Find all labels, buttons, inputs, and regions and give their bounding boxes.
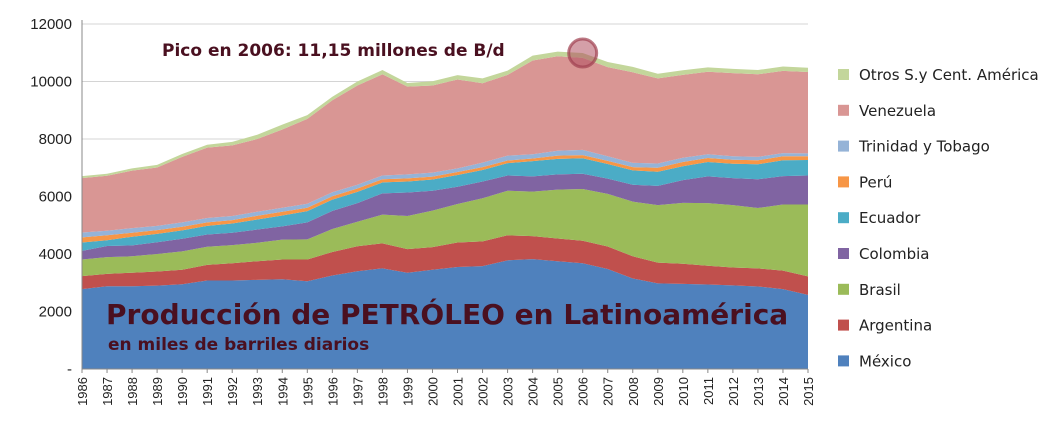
legend-item-trinidad-y-tobago: Trinidad y Tobago bbox=[838, 138, 990, 156]
axes: - 2000 4000 6000 8000 10000 12000 1986 1987 1988 1… bbox=[30, 16, 816, 406]
legend-swatch bbox=[838, 319, 849, 331]
x-tick-label: 1994 bbox=[275, 377, 290, 406]
legend-swatch bbox=[838, 212, 849, 224]
x-tick-label: 1996 bbox=[325, 377, 340, 406]
x-tick-label: 1991 bbox=[200, 377, 215, 406]
peak-marker bbox=[567, 37, 599, 69]
x-tick-label: 1990 bbox=[175, 377, 190, 406]
legend-label: Trinidad y Tobago bbox=[858, 138, 990, 156]
x-tick-label: 1997 bbox=[350, 377, 365, 406]
area-ecuador bbox=[82, 158, 808, 251]
area-peru bbox=[82, 155, 808, 243]
x-tick-label: 2015 bbox=[801, 377, 816, 406]
x-tick-label: 1995 bbox=[300, 377, 315, 406]
peak-annotation: Pico en 2006: 11,15 millones de B/d bbox=[162, 41, 505, 61]
x-tick-label: 1987 bbox=[100, 377, 115, 406]
x-tick-label: 2012 bbox=[726, 377, 741, 406]
x-tick-label: 2014 bbox=[776, 377, 791, 406]
area-mexico bbox=[82, 259, 808, 369]
legend-item-argentina: Argentina bbox=[838, 317, 932, 335]
x-tick-label: 2002 bbox=[476, 377, 491, 406]
area-otros-s-y-cent-america bbox=[82, 51, 808, 179]
legend-label: Venezuela bbox=[859, 102, 936, 120]
area-venezuela bbox=[82, 56, 808, 233]
y-tick-label: 4000 bbox=[39, 246, 72, 263]
x-tick-label: 1999 bbox=[400, 377, 415, 406]
legend-label: Otros S.y Cent. América bbox=[859, 66, 1039, 84]
legend-swatch bbox=[838, 283, 849, 295]
x-tick-label: 1986 bbox=[75, 377, 90, 406]
area-colombia bbox=[82, 173, 808, 260]
legend-item-brasil: Brasil bbox=[838, 281, 901, 299]
legend-swatch bbox=[838, 140, 849, 152]
y-tick-label: - bbox=[67, 361, 72, 378]
legend-item-otros-s-y-cent-america: Otros S.y Cent. América bbox=[838, 66, 1039, 84]
x-tick-label: 2005 bbox=[551, 377, 566, 406]
x-tick-label: 1993 bbox=[250, 377, 265, 406]
legend-label: Brasil bbox=[859, 281, 901, 299]
annotations: Pico en 2006: 11,15 millones de B/d Prod… bbox=[106, 37, 788, 355]
y-tick-label: 12000 bbox=[30, 16, 72, 33]
chart-subtitle: en miles de barriles diarios bbox=[108, 335, 369, 355]
chart-title: Producción de PETRÓLEO en Latinoamérica bbox=[106, 297, 788, 331]
legend-item-venezuela: Venezuela bbox=[838, 102, 936, 120]
legend-item-colombia: Colombia bbox=[838, 245, 930, 263]
x-tick-label: 2004 bbox=[526, 377, 541, 406]
x-tick-label: 2001 bbox=[451, 377, 466, 406]
legend-swatch bbox=[838, 104, 849, 116]
x-tick-label: 2011 bbox=[701, 377, 716, 405]
area-argentina bbox=[82, 235, 808, 295]
y-tick-label: 10000 bbox=[30, 74, 72, 91]
x-tick-label: 2008 bbox=[626, 377, 641, 406]
legend-label: Colombia bbox=[859, 245, 930, 263]
legend-swatch bbox=[838, 248, 849, 259]
legend-label: México bbox=[859, 352, 911, 370]
legend-swatch bbox=[838, 69, 849, 80]
x-tick-label: 1989 bbox=[150, 377, 165, 406]
legend-swatch bbox=[838, 355, 849, 367]
legend-label: Perú bbox=[859, 173, 892, 191]
legend-label: Ecuador bbox=[859, 209, 921, 227]
legend-item-mexico: México bbox=[838, 352, 911, 370]
x-tick-label: 2009 bbox=[651, 377, 666, 406]
y-tick-label: 2000 bbox=[39, 304, 72, 321]
legend-swatch bbox=[838, 176, 849, 188]
legend-label: Argentina bbox=[859, 317, 932, 335]
area-brasil bbox=[82, 189, 808, 277]
legend-item-ecuador: Ecuador bbox=[838, 209, 921, 227]
series-areas bbox=[82, 51, 808, 369]
legend-item-peru: Perú bbox=[838, 173, 892, 191]
y-tick-label: 6000 bbox=[39, 189, 72, 206]
x-tick-label: 1992 bbox=[225, 377, 240, 406]
x-tick-label: 2013 bbox=[751, 377, 766, 406]
y-tick-label: 8000 bbox=[39, 131, 72, 148]
x-tick-label: 2006 bbox=[576, 377, 591, 406]
x-tick-label: 2010 bbox=[676, 377, 691, 406]
x-tick-label: 2007 bbox=[601, 377, 616, 406]
legend: Otros S.y Cent. América Venezuela Trinidad… bbox=[838, 66, 1039, 370]
x-tick-label: 2000 bbox=[425, 377, 440, 406]
x-tick-label: 2003 bbox=[501, 377, 516, 406]
x-tick-label: 1998 bbox=[375, 377, 390, 406]
x-tick-label: 1988 bbox=[125, 377, 140, 406]
area-trinidad-y-tobago bbox=[82, 149, 808, 238]
